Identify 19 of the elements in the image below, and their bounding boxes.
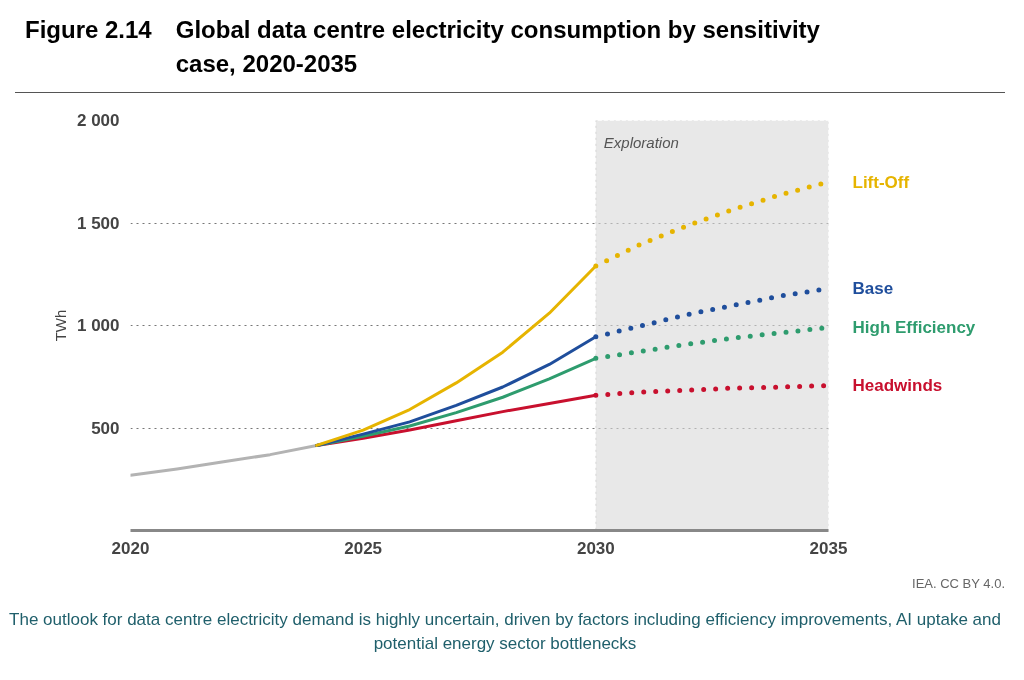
y-tick-label: 1 500 [76, 213, 120, 233]
line-series [130, 443, 319, 477]
y-tick-label: 500 [91, 418, 120, 438]
text: The outlook for data centre electricity demand is highly uncertain, driven by factors including efficiency improvements, AI uptake and potential energy sector bottlenecks [8, 608, 1002, 655]
x-tick-label: 2025 [344, 538, 383, 558]
series-label: Lift-Off [852, 172, 910, 192]
x-tick-label: 2035 [809, 538, 848, 558]
y-tick-label: 1 000 [76, 316, 120, 335]
caption: Figure 2.14 [25, 15, 152, 45]
y-axis-title: TWh [51, 309, 69, 342]
text: IEA. CC BY 4.0. [911, 575, 1005, 593]
series-label: Headwinds [852, 376, 943, 396]
series-label: High Efficiency [852, 318, 976, 338]
y-tick-label: 2 000 [76, 111, 120, 130]
chart-title: Global data centre electricity consumption by sensitivity case, 2020-2035 [175, 15, 821, 80]
series-label: Base [852, 279, 894, 299]
x-tick-label: 2030 [576, 538, 615, 558]
x-tick-label: 2020 [111, 538, 150, 558]
band-label: Exploration [603, 133, 679, 151]
